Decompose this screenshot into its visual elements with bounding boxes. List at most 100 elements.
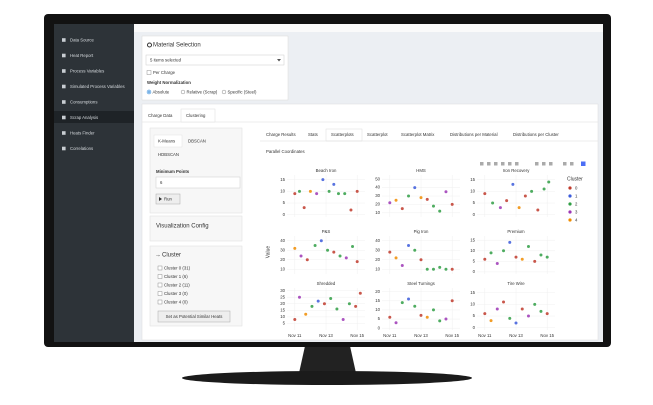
tab[interactable]: Distributions per Material bbox=[450, 132, 498, 137]
toolbar-icon[interactable] bbox=[487, 162, 491, 166]
menu-item[interactable]: Data Source bbox=[70, 37, 94, 42]
menu-item[interactable]: Process Variables bbox=[70, 68, 104, 73]
y-tick-label: 5 bbox=[283, 200, 286, 205]
point bbox=[539, 309, 543, 313]
point bbox=[508, 240, 512, 244]
tab[interactable]: Scatterplot Matrix bbox=[401, 132, 435, 137]
checkbox-label: Per Charge bbox=[153, 70, 176, 75]
menu-item[interactable]: Scrap Analysis bbox=[70, 115, 98, 120]
number-input[interactable] bbox=[155, 176, 241, 189]
tab[interactable]: Distributions per Cluster bbox=[513, 132, 559, 137]
tab[interactable]: Scatterplot bbox=[367, 132, 388, 137]
point bbox=[332, 250, 336, 254]
panel-title: Cluster bbox=[162, 253, 181, 259]
run-button[interactable] bbox=[155, 193, 181, 205]
method-tab[interactable]: HDBSCAN bbox=[158, 152, 179, 157]
checkbox[interactable] bbox=[157, 299, 163, 305]
checkbox[interactable] bbox=[157, 282, 163, 288]
point bbox=[322, 302, 326, 306]
y-tick-label: 0 bbox=[473, 269, 476, 274]
tab[interactable]: Charge Data bbox=[148, 113, 173, 118]
point bbox=[326, 248, 330, 252]
point bbox=[489, 319, 493, 323]
tab[interactable]: Parallel Coordinates bbox=[266, 149, 305, 154]
legend-title: Cluster bbox=[567, 176, 583, 182]
y-tick-label: 25 bbox=[280, 294, 285, 299]
y-tick-label: 40 bbox=[375, 238, 380, 243]
tab[interactable]: Stats bbox=[308, 132, 318, 137]
point bbox=[355, 189, 359, 193]
point bbox=[400, 301, 404, 305]
menu-item[interactable]: Heats Finder bbox=[70, 130, 95, 135]
monitor-base bbox=[182, 371, 472, 385]
point bbox=[293, 318, 297, 321]
toolbar-icon[interactable] bbox=[570, 162, 574, 166]
point bbox=[536, 208, 540, 212]
x-tick-label: Nov 11 bbox=[383, 333, 397, 338]
toolbar-icon[interactable] bbox=[563, 162, 567, 166]
y-tick-label: 40 bbox=[280, 238, 285, 243]
menu-item[interactable]: Simulated Process Variables bbox=[70, 84, 125, 89]
y-tick-label: 10 bbox=[470, 301, 475, 306]
x-tick-label: Nov 13 bbox=[319, 333, 333, 338]
tab-active[interactable] bbox=[180, 108, 216, 123]
point bbox=[495, 307, 499, 311]
x-tick-label: Nov 15 bbox=[540, 333, 554, 338]
button-label: Set as Potential Similar Heats bbox=[166, 314, 223, 319]
monitor-neck bbox=[299, 346, 356, 373]
tab[interactable]: Clustering bbox=[186, 113, 206, 118]
point bbox=[517, 206, 521, 210]
toolbar-icon[interactable] bbox=[501, 162, 505, 166]
checkbox[interactable] bbox=[157, 274, 163, 279]
toolbar-icon[interactable] bbox=[535, 162, 539, 166]
point bbox=[539, 253, 543, 257]
button-label: Run bbox=[164, 196, 172, 201]
toolbar-icon[interactable] bbox=[542, 162, 546, 166]
point bbox=[419, 313, 423, 317]
point bbox=[450, 202, 454, 206]
radio[interactable] bbox=[221, 89, 227, 95]
checkbox-label: Cluster 3 (0) bbox=[164, 291, 188, 296]
panel-title: Shredded bbox=[317, 281, 336, 286]
checkbox[interactable] bbox=[146, 70, 152, 75]
tab[interactable]: Scatterplots bbox=[331, 132, 354, 137]
menu-icon bbox=[62, 38, 66, 42]
toolbar-icon[interactable] bbox=[549, 162, 553, 166]
toolbar-icon[interactable] bbox=[581, 161, 586, 167]
similar-heats-button[interactable] bbox=[157, 310, 231, 323]
menu-item[interactable]: Correlations bbox=[70, 146, 93, 151]
point bbox=[297, 189, 301, 193]
checkbox-label: Cluster 0 (31) bbox=[164, 265, 191, 270]
checkbox[interactable] bbox=[157, 291, 163, 296]
point bbox=[305, 258, 309, 262]
sidebar-menu: Data Source Heat Report Process Variables S… bbox=[62, 37, 125, 151]
point bbox=[304, 312, 308, 316]
panel-title: HMS bbox=[416, 168, 426, 173]
method-tab-active[interactable] bbox=[153, 134, 183, 148]
menu-item[interactable]: Heat Report bbox=[70, 53, 94, 58]
legend-label: 4 bbox=[575, 217, 578, 222]
point bbox=[407, 297, 411, 301]
y-tick-label: 5 bbox=[473, 258, 476, 263]
y-tick-label: 30 bbox=[375, 193, 380, 198]
toolbar-icon[interactable] bbox=[515, 162, 519, 166]
menu-item[interactable]: Consumptions bbox=[70, 99, 97, 104]
toolbar-icon[interactable] bbox=[494, 162, 498, 166]
point bbox=[419, 258, 423, 262]
checkbox[interactable] bbox=[157, 265, 163, 271]
radio[interactable] bbox=[180, 89, 186, 95]
method-tab[interactable]: K-Means bbox=[158, 139, 175, 144]
toolbar-icon[interactable] bbox=[508, 162, 512, 166]
point bbox=[299, 254, 303, 258]
tab[interactable]: Charge Results bbox=[266, 132, 296, 137]
menu-icon bbox=[62, 146, 66, 151]
dropdown[interactable] bbox=[145, 54, 285, 66]
point bbox=[351, 244, 355, 248]
y-tick-label: 10 bbox=[280, 266, 285, 271]
point bbox=[419, 196, 423, 200]
menu-icon bbox=[62, 53, 66, 58]
toolbar-icon[interactable] bbox=[480, 162, 484, 166]
method-tab[interactable]: DBSCAN bbox=[188, 139, 206, 144]
